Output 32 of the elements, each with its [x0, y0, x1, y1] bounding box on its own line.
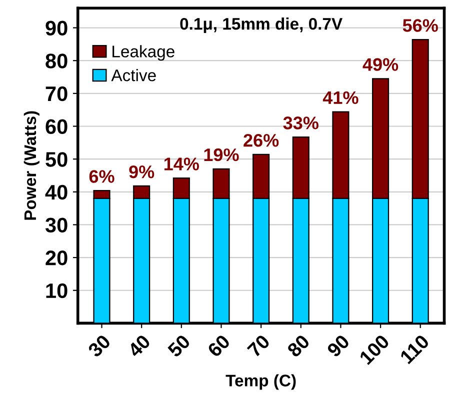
y-tick-label: 70 — [46, 86, 68, 102]
annotation: 33% — [283, 116, 318, 130]
x-tick-label: 90 — [326, 334, 350, 358]
legend-label: Leakage — [112, 45, 174, 61]
x-tick-label: 60 — [206, 334, 231, 358]
x-tick-label: 80 — [286, 334, 310, 358]
x-tick-label: 50 — [166, 334, 191, 358]
y-axis-title: Power (Watts) — [24, 111, 40, 220]
x-tick-label: 30 — [87, 334, 112, 358]
annotation: 41% — [322, 91, 358, 104]
annotation: 19% — [204, 148, 239, 162]
x-tick-label: 70 — [246, 334, 271, 358]
x-tick-label: 110 — [399, 334, 430, 364]
y-tick-label: 60 — [46, 119, 68, 134]
y-tick-label: 80 — [46, 54, 68, 68]
legend-label: Active — [111, 69, 156, 82]
annotation: 49% — [362, 58, 398, 71]
y-tick-label: 30 — [45, 218, 68, 233]
y-tick-label: 20 — [46, 250, 68, 266]
y-tick-label: 40 — [45, 184, 68, 200]
annotation: 14% — [164, 158, 199, 170]
y-tick-label: 90 — [46, 20, 68, 36]
annotation: 56% — [402, 19, 438, 32]
x-axis-title: Temp (C) — [226, 374, 296, 390]
y-tick-label: 10 — [46, 283, 68, 298]
annotation: 0.1μ, 15mm die, 0.7V — [180, 18, 342, 33]
x-tick-label: 40 — [126, 334, 152, 358]
y-tick-label: 50 — [46, 152, 68, 167]
annotation: 6% — [89, 170, 114, 183]
annotation: 26% — [244, 134, 279, 147]
annotation: 9% — [129, 165, 154, 178]
x-tick-label: 100 — [358, 334, 390, 366]
